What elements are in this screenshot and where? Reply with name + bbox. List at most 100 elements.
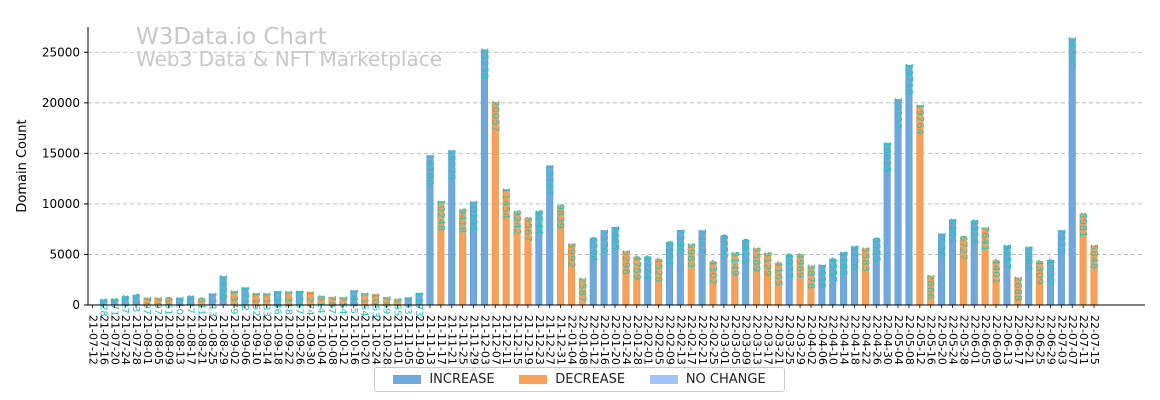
x-tick-labels: 21-07-1221-07-1621-07-2021-07-2421-07-28… xyxy=(87,305,1101,365)
x-tick-label-21-08-01: 21-08-01 xyxy=(141,315,154,365)
x-tick-label-21-09-02: 21-09-02 xyxy=(228,315,241,365)
bar-21-12-03 xyxy=(480,49,488,306)
value-label-22-03-13: 5589 xyxy=(751,247,762,272)
x-tick-label-22-01-12: 22-01-12 xyxy=(587,315,600,365)
gridlines xyxy=(88,51,1145,255)
value-label-22-05-16: 2866 xyxy=(925,274,936,299)
value-label-22-06-01: 8316 xyxy=(968,219,979,244)
x-tick-label-21-10-04: 21-10-04 xyxy=(315,315,328,365)
value-label-21-12-27: 13767 xyxy=(544,164,555,196)
value-label-21-11-13: 14780 xyxy=(424,154,435,186)
x-tick-label-22-01-28: 22-01-28 xyxy=(631,315,644,365)
value-label-21-12-03: 25259 xyxy=(478,48,489,80)
value-label-21-10-16: 1425 xyxy=(348,289,359,314)
value-label-21-12-19: 8567 xyxy=(522,216,533,241)
y-axis-label: Domain Count xyxy=(15,119,30,212)
x-tick-label-21-07-28: 21-07-28 xyxy=(130,315,143,365)
x-tick-label-22-02-17: 22-02-17 xyxy=(685,315,698,365)
x-tick-label-21-09-22: 21-09-22 xyxy=(282,315,295,365)
value-label-22-03-01: 6850 xyxy=(718,234,729,259)
value-label-22-06-29: 4430 xyxy=(1044,258,1055,283)
x-tick-label-21-10-12: 21-10-12 xyxy=(337,315,350,365)
value-label-22-01-08: 2587 xyxy=(576,277,587,302)
x-tick-label-21-12-19: 21-12-19 xyxy=(522,315,535,365)
value-label-22-02-01: 4774 xyxy=(642,255,653,280)
x-tick-label-22-04-22: 22-04-22 xyxy=(859,315,872,365)
x-tick-label-22-07-11: 22-07-11 xyxy=(1077,315,1090,365)
x-tick-label-21-09-30: 21-09-30 xyxy=(304,315,317,365)
legend: INCREASE DECREASE NO CHANGE xyxy=(374,367,785,392)
x-tick-label-21-10-24: 21-10-24 xyxy=(370,315,383,365)
x-tick-label-21-09-18: 21-09-18 xyxy=(272,315,285,365)
x-tick-label-22-02-13: 22-02-13 xyxy=(674,315,687,365)
legend-swatch-increase xyxy=(393,375,422,384)
value-label-21-11-29: 10198 xyxy=(468,200,479,232)
value-label-21-07-20: 571 xyxy=(108,297,119,316)
value-label-21-09-14: 1133 xyxy=(261,292,272,317)
x-tick-label-22-06-09: 22-06-09 xyxy=(990,315,1003,365)
x-tick-label-21-11-25: 21-11-25 xyxy=(457,315,470,365)
value-label-22-07-07: 26360 xyxy=(1066,37,1077,69)
value-label-22-03-05: 5149 xyxy=(729,251,740,276)
value-label-22-03-29: 4969 xyxy=(794,253,805,278)
watermark-title: W3Data.io Chart xyxy=(136,24,327,50)
legend-swatch-no-change xyxy=(649,375,678,384)
x-tick-label-22-07-07: 22-07-07 xyxy=(1066,315,1079,365)
x-tick-label-21-08-05: 21-08-05 xyxy=(152,315,165,365)
value-label-22-02-09: 6194 xyxy=(663,240,674,265)
x-tick-label-22-06-05: 22-06-05 xyxy=(979,315,992,365)
x-tick-label-22-05-04: 22-05-04 xyxy=(892,315,905,365)
x-tick-label-22-06-29: 22-06-29 xyxy=(1044,315,1057,365)
x-tick-label-22-01-16: 22-01-16 xyxy=(598,315,611,365)
x-tick-label-21-12-23: 21-12-23 xyxy=(533,315,546,365)
x-tick-label-21-09-10: 21-09-10 xyxy=(250,315,263,365)
x-tick-label-22-03-17: 22-03-17 xyxy=(761,315,774,365)
x-tick-label-22-01-04: 22-01-04 xyxy=(565,315,578,365)
value-label-22-04-14: 5185 xyxy=(838,251,849,276)
bar-22-05-04 xyxy=(894,99,902,306)
x-tick-label-21-11-17: 21-11-17 xyxy=(435,315,448,365)
x-tick-label-22-06-01: 22-06-01 xyxy=(968,315,981,365)
value-label-21-07-16: 528 xyxy=(97,298,108,317)
value-label-22-01-16: 7370 xyxy=(598,228,609,253)
value-label-21-10-04: 814 xyxy=(315,295,326,314)
value-label-21-09-22: 1318 xyxy=(282,290,293,315)
x-tick-label-22-06-25: 22-06-25 xyxy=(1034,315,1047,365)
x-tick-label-21-11-05: 21-11-05 xyxy=(402,315,415,365)
value-label-22-03-21: 4165 xyxy=(772,261,783,286)
value-label-22-05-04: 20338 xyxy=(892,97,903,129)
x-tick-label-22-06-13: 22-06-13 xyxy=(1001,315,1014,365)
value-label-21-12-31: 9839 xyxy=(555,204,566,229)
value-label-21-09-10: 1152 xyxy=(250,291,261,316)
value-label-21-11-01: 565 xyxy=(391,297,402,316)
y-tick-label: 15000 xyxy=(42,146,80,160)
x-tick-label-22-02-09: 22-02-09 xyxy=(663,315,676,365)
value-label-22-06-17: 2688 xyxy=(1012,276,1023,301)
x-tick-label-21-08-21: 21-08-21 xyxy=(195,315,208,365)
y-tick-label: 20000 xyxy=(42,96,80,110)
x-tick-label-22-05-08: 22-05-08 xyxy=(903,315,916,365)
value-label-22-07-15: 5848 xyxy=(1088,244,1099,269)
legend-label-increase: INCREASE xyxy=(429,372,495,387)
value-label-21-11-09: 1173 xyxy=(413,291,424,316)
legend-swatch-decrease xyxy=(519,375,548,384)
value-label-22-04-06: 3938 xyxy=(816,263,827,288)
y-tick-label: 5000 xyxy=(49,247,80,261)
value-label-22-06-25: 4309 xyxy=(1034,259,1045,284)
x-tick-label-22-02-25: 22-02-25 xyxy=(707,315,720,365)
value-label-22-01-12: 6594 xyxy=(587,236,598,261)
x-tick-label-21-11-01: 21-11-01 xyxy=(391,315,404,365)
x-tick-label-22-03-25: 22-03-25 xyxy=(783,315,796,365)
value-label-21-07-24: 827 xyxy=(119,295,130,314)
x-tick-label-22-07-15: 22-07-15 xyxy=(1088,315,1101,365)
x-tick-label-22-03-01: 22-03-01 xyxy=(718,315,731,365)
x-tick-label-22-04-14: 22-04-14 xyxy=(838,315,851,365)
x-tick-label-21-11-09: 21-11-09 xyxy=(413,315,426,365)
x-tick-label-21-10-16: 21-10-16 xyxy=(348,315,361,365)
x-tick-label-21-08-13: 21-08-13 xyxy=(174,315,187,365)
value-label-22-02-17: 5983 xyxy=(685,243,696,268)
value-label-22-01-20: 7695 xyxy=(609,225,620,250)
value-label-22-04-02: 3878 xyxy=(805,264,816,289)
bars-group xyxy=(99,38,1098,306)
x-tick-label-22-04-18: 22-04-18 xyxy=(849,315,862,365)
